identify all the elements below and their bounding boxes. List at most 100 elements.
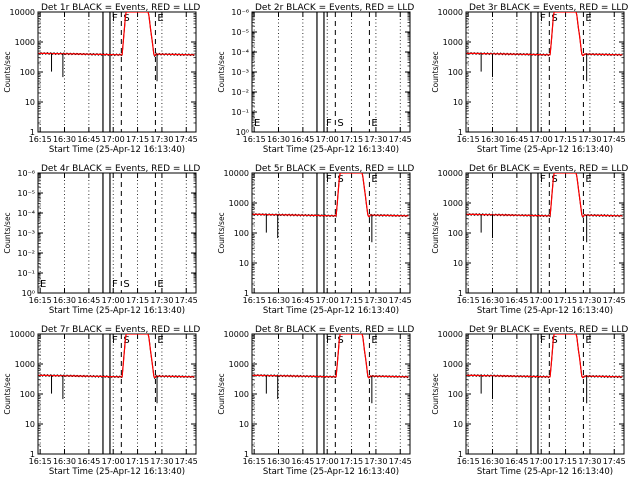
panel-title: Det 3r BLACK = Events, RED = LLD [469,3,628,13]
series-lld [252,173,409,218]
marker-label-S: S [551,335,557,346]
x-tick-label: 17:30 [364,135,387,144]
y-tick-label: 10⁰ [236,128,249,137]
x-tick-label: 17:30 [150,296,173,305]
y-tick-label: 10 [25,420,35,429]
series-lld [38,12,195,57]
y-tick-label: 1000 [443,360,463,369]
y-tick-label: 10 [453,420,463,429]
x-tick-label: 17:30 [150,457,173,466]
plot-area [466,173,623,243]
y-tick-label: 10000 [224,169,249,178]
x-tick-label: 16:30 [481,296,504,305]
x-tick-label: 17:00 [102,457,125,466]
detector-panel-8: Det 8r BLACK = Events, RED = LLD 1 10 100 10… [217,325,414,477]
x-axis-label: Start Time (25-Apr-12 16:13:40) [477,145,613,155]
panel-title: Det 4r BLACK = Events, RED = LLD [41,164,200,174]
y-tick-label: 100 [234,390,249,399]
x-tick-label: 17:15 [554,135,577,144]
x-tick-label: 16:30 [53,296,76,305]
x-axis-label: Start Time (25-Apr-12 16:13:40) [263,467,399,477]
marker-label-F: F [326,118,332,129]
detector-panel-1: Det 1r BLACK = Events, RED = LLD 1 10 100 10… [3,3,200,155]
y-tick-label: 100 [20,68,35,77]
plot-area [38,334,195,404]
marker-label-E: E [371,174,377,185]
x-tick-label: 17:00 [530,296,553,305]
x-tick-label: 17:45 [603,457,626,466]
marker-label-E: E [585,174,591,185]
y-tick-label: 10 [453,98,463,107]
x-tick-label: 16:30 [481,457,504,466]
y-tick-label: 1000 [15,38,35,47]
y-tick-label: 1 [244,289,249,298]
marker-label-S: S [337,335,343,346]
x-tick-label: 16:45 [77,135,100,144]
x-tick-label: 16:45 [77,296,100,305]
x-tick-label: 17:15 [126,296,149,305]
plot-frame [37,333,197,455]
x-tick-label: 17:00 [530,457,553,466]
y-tick-label: 10000 [10,8,35,17]
x-tick-label: 17:45 [389,135,412,144]
x-tick-label: 16:15 [29,135,52,144]
y-axis-label: Counts/sec [217,212,226,253]
y-tick-label: 10000 [438,330,463,339]
x-tick-label: 17:45 [603,296,626,305]
x-tick-label: 17:00 [316,457,339,466]
plot-area [38,12,195,82]
detector-panel-6: Det 6r BLACK = Events, RED = LLD 1 10 100 10… [431,164,628,316]
y-tick-label: 10⁻⁴ [231,48,249,57]
x-tick-label: 16:30 [53,135,76,144]
x-tick-label: 17:45 [175,457,198,466]
y-tick-label: 10⁻² [17,249,35,258]
series-lld [252,334,409,379]
x-tick-label: 16:30 [267,135,290,144]
panel-title: Det 9r BLACK = Events, RED = LLD [469,325,628,335]
marker-label-E: E [157,13,163,24]
x-tick-label: 16:45 [77,457,100,466]
y-tick-label: 10⁻⁶ [17,169,35,178]
x-tick-label: 17:45 [603,135,626,144]
panel-title: Det 7r BLACK = Events, RED = LLD [41,325,200,335]
plot-frame [465,333,625,455]
marker-label-F: F [540,174,546,185]
panel-title: Det 1r BLACK = Events, RED = LLD [41,3,200,13]
y-tick-label: 10000 [10,330,35,339]
y-axis-label: Counts/sec [431,373,440,414]
x-tick-label: 17:30 [578,296,601,305]
plot-frame [251,172,411,294]
x-tick-label: 17:00 [316,296,339,305]
x-tick-label: 17:00 [102,135,125,144]
detector-panel-4: Det 4r BLACK = Events, RED = LLD 10⁰ 10⁻¹ 1… [3,164,200,316]
y-tick-label: 10 [25,98,35,107]
y-tick-label: 1 [244,450,249,459]
y-tick-label: 1 [458,450,463,459]
y-axis-label: Counts/sec [3,373,12,414]
x-tick-label: 16:45 [291,135,314,144]
marker-label-F: F [540,13,546,24]
detector-panel-9: Det 9r BLACK = Events, RED = LLD 1 10 100 10… [431,325,628,477]
x-tick-label: 17:15 [340,135,363,144]
plot-area [252,173,409,243]
y-tick-label: 10000 [224,330,249,339]
y-tick-label: 100 [448,68,463,77]
marker-label-S: S [337,174,343,185]
marker-label-E: E [585,335,591,346]
plot-frame [251,11,411,133]
detector-panel-3: Det 3r BLACK = Events, RED = LLD 1 10 100 10… [431,3,628,155]
detector-panel-7: Det 7r BLACK = Events, RED = LLD 1 10 100 10… [3,325,200,477]
x-tick-label: 17:15 [554,457,577,466]
marker-label-S: S [123,13,129,24]
y-axis-label: Counts/sec [431,51,440,92]
y-tick-label: 1000 [15,360,35,369]
x-tick-label: 17:15 [126,135,149,144]
marker-label-F: F [112,335,118,346]
y-tick-label: 1000 [229,199,249,208]
y-tick-label: 10 [239,420,249,429]
plot-frame [37,172,197,294]
x-tick-label: 17:00 [316,135,339,144]
x-tick-label: 16:30 [53,457,76,466]
marker-label-E: E [371,118,377,129]
